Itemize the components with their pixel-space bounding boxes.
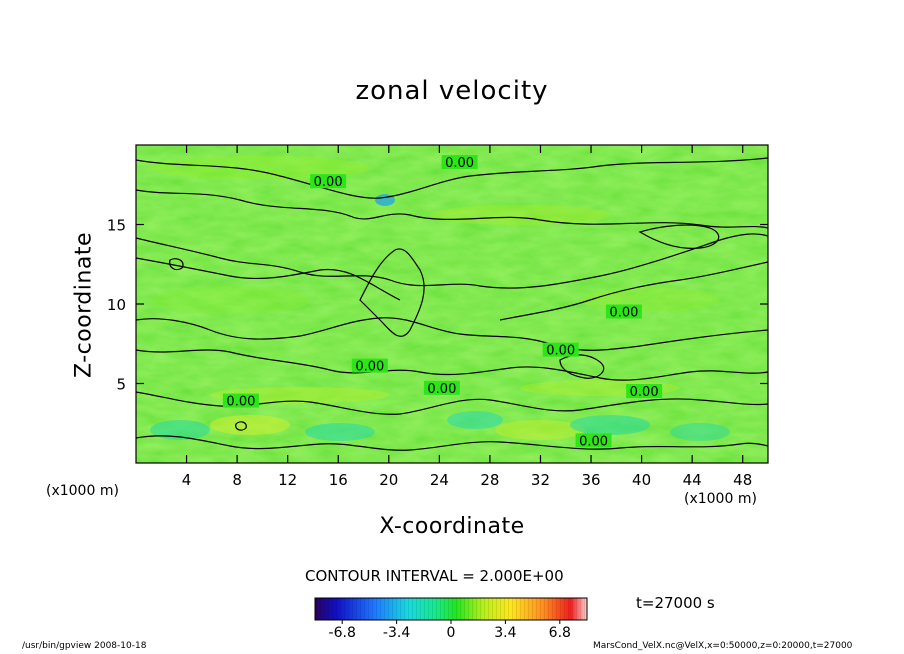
x-tick-label: 44	[683, 471, 702, 489]
x-tick-label: 12	[278, 471, 297, 489]
contour-labels: 0.00 0.00 0.00 0.00 0.00 0.00 0.00 0.00 0.00	[222, 155, 663, 449]
x-tick-label: 28	[480, 471, 499, 489]
x-tick-label: 32	[531, 471, 550, 489]
footer-program-info: /usr/bin/gpview 2008-10-18	[22, 641, 147, 651]
y-tick-label: 10	[107, 296, 126, 314]
contour-label: 0.00	[630, 385, 659, 400]
x-unit-label: (x1000 m)	[684, 491, 757, 507]
colorbar-tick-label: -6.8	[329, 625, 356, 641]
contour-label-bg	[310, 174, 347, 189]
contour-label: 0.00	[355, 360, 384, 375]
colorbar-tick-label: -3.4	[383, 625, 410, 641]
x-tick-label: 48	[733, 471, 752, 489]
x-tick-label: 24	[430, 471, 449, 489]
colorbar-tick-label: 0	[447, 625, 456, 641]
contour-label-bg	[626, 384, 663, 399]
velocity-field	[136, 145, 768, 463]
contour-interval-note: CONTOUR INTERVAL = 2.000E+00	[305, 567, 564, 585]
y-tick-label: 5	[116, 376, 126, 394]
x-tick-label: 20	[379, 471, 398, 489]
x-tick-label: 40	[632, 471, 651, 489]
colorbar-ticks: -6.8 -3.4 0 3.4 6.8	[329, 620, 571, 641]
contour-label-bg	[542, 342, 579, 357]
y-tick-label: 15	[107, 217, 126, 235]
colorbar-tick-label: 3.4	[494, 625, 516, 641]
chart-title: zonal velocity	[355, 76, 549, 106]
x-tick-label: 4	[182, 471, 192, 489]
x-tick-label: 8	[232, 471, 242, 489]
contour-label-bg	[222, 393, 259, 408]
x-tick-label: 36	[581, 471, 600, 489]
z-unit-label: (x1000 m)	[46, 483, 119, 499]
contour-label-bg	[351, 358, 388, 373]
x-axis-label: X-coordinate	[379, 514, 525, 539]
contour-label-bg	[605, 304, 642, 319]
y-axis-ticks: 5 10 15	[107, 217, 768, 394]
x-tick-label: 16	[329, 471, 348, 489]
contour-label: 0.00	[609, 306, 638, 321]
contour-label: 0.00	[314, 175, 343, 190]
contour-label-bg	[575, 433, 612, 448]
contour-label: 0.00	[579, 434, 608, 449]
contour-label: 0.00	[546, 344, 575, 359]
footer-data-source: MarsCond_VelX.nc@VelX,x=0:50000,z=0:2000…	[593, 641, 853, 651]
colorbar	[314, 597, 588, 621]
colorbar-tick-label: 6.8	[549, 625, 571, 641]
contour-label-bg	[423, 380, 460, 395]
x-axis-ticks: 4 8 12 16 20 24 28 32 36 40 44 48	[182, 145, 752, 489]
contour-label: 0.00	[445, 156, 474, 171]
contour-label: 0.00	[226, 395, 255, 410]
contour-label: 0.00	[427, 382, 456, 397]
contour-label-bg	[441, 155, 478, 170]
time-label: t=27000 s	[636, 594, 715, 612]
y-axis-label: Z-coordinate	[71, 232, 97, 378]
